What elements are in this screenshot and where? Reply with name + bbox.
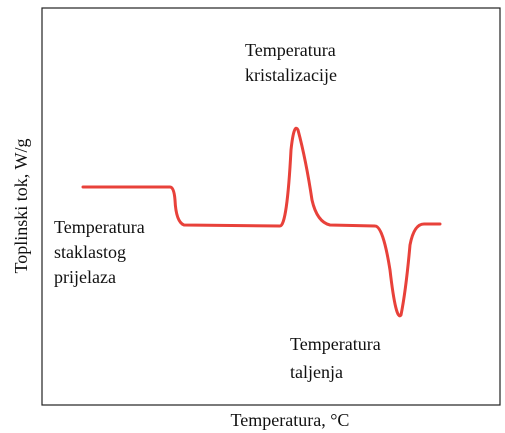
annotation-text: staklastog: [54, 242, 126, 262]
plot-frame: [41, 7, 501, 406]
annotation-text: Temperatura: [54, 217, 145, 237]
annotation-text: Temperatura: [245, 40, 336, 60]
y-axis-label: Toplinski tok, W/g: [11, 139, 31, 274]
x-axis-label: Temperatura, °C: [231, 410, 350, 430]
annotation-text: taljenja: [290, 362, 343, 382]
annotation-text: Temperatura: [290, 334, 381, 354]
annotation-text: prijelaza: [54, 267, 116, 287]
dsc-curve: [81, 126, 442, 318]
annotation-text: kristalizacije: [245, 65, 337, 85]
